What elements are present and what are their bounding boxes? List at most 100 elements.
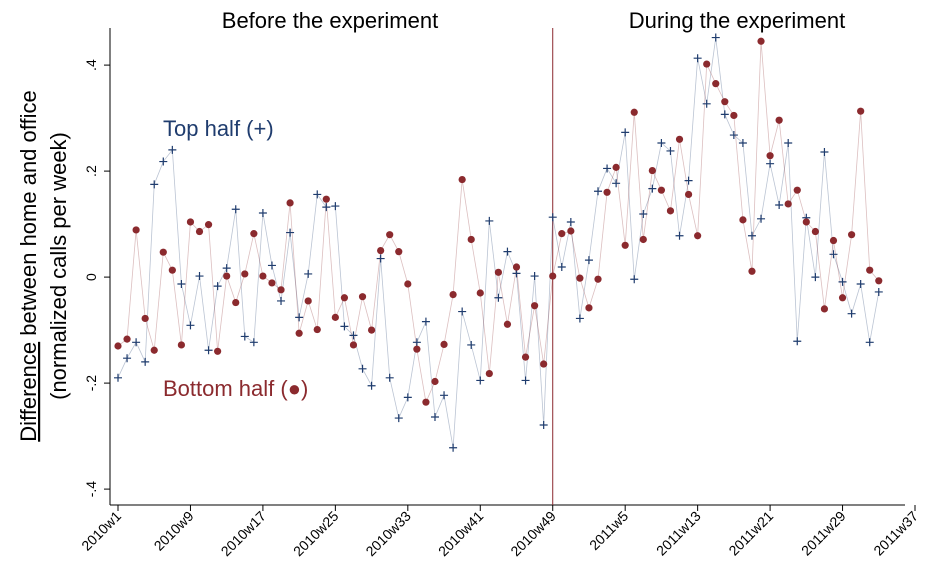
point [449,290,457,299]
point [440,391,449,400]
point [838,277,847,286]
point [675,135,684,143]
point [775,116,783,124]
point [866,266,874,274]
point [222,264,231,273]
point [376,254,385,263]
point [766,159,775,168]
point [494,268,502,276]
point [566,217,575,226]
point [875,277,883,285]
point [141,357,150,366]
x-tick-label: 2010w49 [507,508,559,560]
point [431,377,439,386]
y-axis-title-part: between home and office [16,90,41,335]
point [150,346,158,354]
point [594,187,603,196]
annotation: Bottom half (●) [163,376,308,401]
point [603,188,611,196]
point [485,216,494,225]
point [639,235,647,244]
point [394,414,403,423]
point [820,305,829,313]
x-tick-label: 2010w25 [290,508,342,560]
point [132,226,140,234]
series-line [117,41,880,404]
point [440,340,448,349]
point [721,98,729,106]
point [322,195,330,203]
point [603,164,612,173]
point [358,364,367,373]
point [385,373,394,382]
point [739,216,747,224]
y-tick-label: -.2 [83,375,99,392]
point [422,398,430,406]
point [331,202,340,211]
point [612,179,621,188]
point [349,341,358,349]
point [530,272,539,281]
point [258,208,267,217]
point [729,131,738,140]
point [304,269,313,278]
point [829,250,838,259]
x-tick-label: 2011w13 [653,508,704,559]
point [503,320,512,328]
point [684,176,693,185]
point [250,230,258,238]
x-tick-label: 2011w29 [798,508,849,559]
x-tick-label: 2010w1 [78,508,124,554]
point [766,152,774,160]
point [576,274,584,282]
point [558,230,566,238]
point [141,314,149,323]
point [829,236,838,245]
point [150,180,159,189]
point [367,326,376,334]
point [548,213,557,222]
point [594,275,602,283]
point [648,166,656,175]
x-tick-label: 2011w21 [725,508,776,559]
point [848,231,856,239]
point [784,200,792,208]
point [231,205,240,214]
point [259,272,267,280]
point [738,139,747,148]
point [277,286,285,294]
point [847,309,856,318]
point [132,338,141,347]
point [703,60,711,68]
y-tick-label: .2 [83,165,99,177]
point [857,107,865,115]
annotation: Top half (+) [163,116,274,141]
point [213,282,222,291]
point [267,261,276,270]
point [313,325,321,334]
point [476,376,485,385]
annotation: During the experiment [629,8,845,33]
point [204,221,213,229]
point [430,413,439,422]
point [286,228,295,237]
point [657,139,666,148]
point [720,110,729,119]
point [204,346,213,355]
point [793,186,801,194]
x-tick-label: 2010w41 [435,508,487,560]
point [630,275,639,284]
point [711,33,720,42]
point [241,270,249,278]
point [485,369,493,378]
point [159,157,168,166]
point [521,376,530,385]
point [331,313,339,321]
point [186,321,195,330]
x-tick-label: 2010w9 [151,508,197,554]
point [730,111,738,120]
point [702,99,711,108]
point [195,272,204,281]
point [874,287,883,296]
point [521,353,530,361]
